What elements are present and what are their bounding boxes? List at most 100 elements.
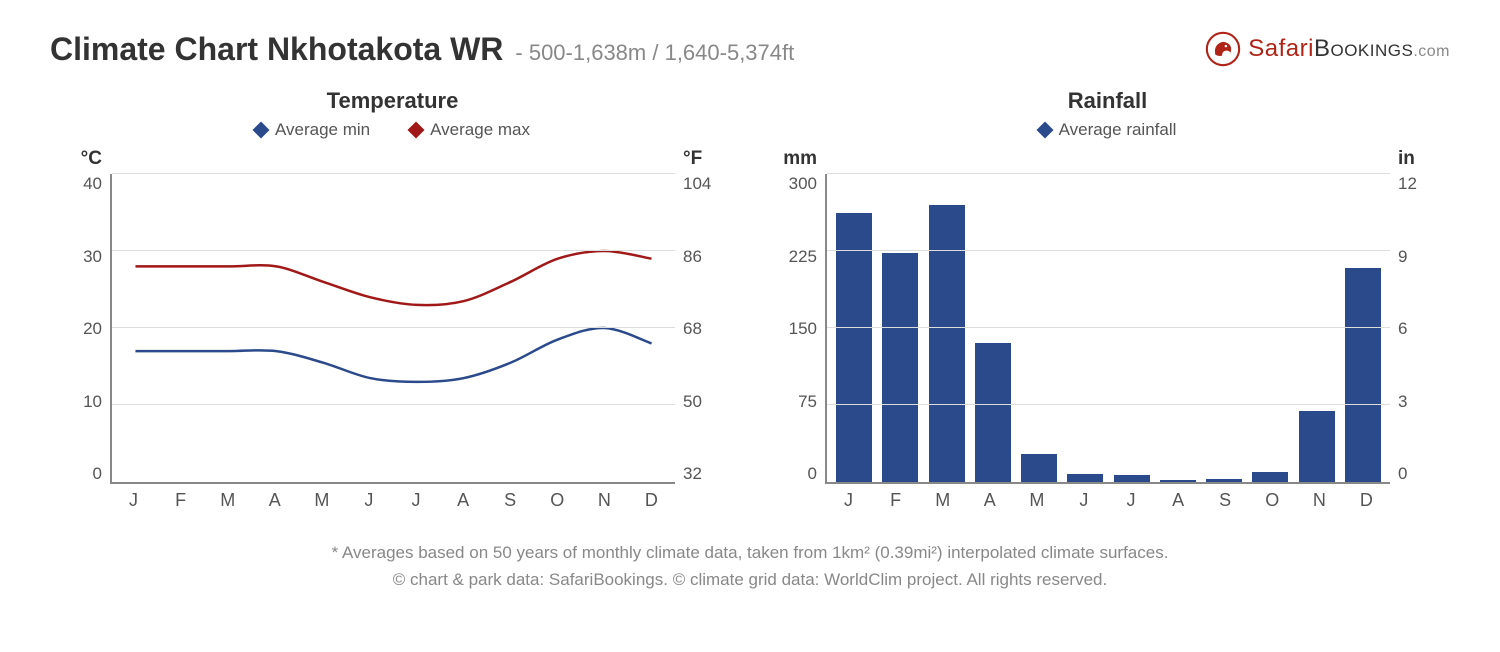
temperature-axis-row: 403020100 10486685032 bbox=[50, 174, 735, 484]
rainfall-bar bbox=[1067, 474, 1103, 482]
brand-text: SafariBookings.com bbox=[1248, 35, 1450, 63]
bar-slot bbox=[1062, 174, 1108, 482]
x-tick-label: M bbox=[204, 490, 251, 511]
x-tick-label: J bbox=[392, 490, 439, 511]
y-unit-row: mm in bbox=[765, 148, 1450, 170]
brand-part-1: Safari bbox=[1248, 35, 1314, 62]
x-tick-label: J bbox=[1060, 490, 1107, 511]
title-block: Climate Chart Nkhotakota WR - 500-1,638m… bbox=[50, 31, 794, 68]
x-tick-label: F bbox=[157, 490, 204, 511]
y-tick-label: 86 bbox=[683, 247, 735, 267]
bar-slot bbox=[831, 174, 877, 482]
y-unit-left: °C bbox=[50, 148, 110, 170]
rainfall-bar bbox=[1299, 411, 1335, 482]
x-tick-label: J bbox=[825, 490, 872, 511]
rainfall-bar bbox=[1345, 268, 1381, 482]
y-tick-label: 50 bbox=[683, 392, 735, 412]
rainfall-bar bbox=[975, 343, 1011, 482]
y-tick-label: 9 bbox=[1398, 247, 1450, 267]
gridline bbox=[827, 404, 1390, 405]
x-tick-label: N bbox=[1296, 490, 1343, 511]
y-tick-label: 104 bbox=[683, 174, 735, 194]
y-tick-label: 20 bbox=[50, 319, 102, 339]
y-axis-right-in: 129630 bbox=[1390, 174, 1450, 484]
rainfall-bar bbox=[1114, 475, 1150, 482]
bar-slot bbox=[1201, 174, 1247, 482]
rainfall-x-axis: JFMAMJJASOND bbox=[765, 490, 1450, 511]
bar-slot bbox=[970, 174, 1016, 482]
y-tick-label: 12 bbox=[1398, 174, 1450, 194]
brand-logo: SafariBookings.com bbox=[1204, 30, 1450, 68]
gridline bbox=[112, 250, 675, 251]
gridline bbox=[112, 404, 675, 405]
legend-label-min: Average min bbox=[275, 120, 370, 140]
bar-slot bbox=[1016, 174, 1062, 482]
y-unit-row: °C °F bbox=[50, 148, 735, 170]
x-tick-label: A bbox=[1155, 490, 1202, 511]
legend-marker-icon bbox=[253, 122, 270, 139]
y-unit-right: in bbox=[1390, 148, 1450, 170]
x-tick-label: J bbox=[110, 490, 157, 511]
temperature-plot-area bbox=[110, 174, 675, 484]
y-tick-label: 225 bbox=[765, 247, 817, 267]
line-average-min bbox=[135, 328, 651, 382]
x-tick-label: D bbox=[628, 490, 675, 511]
y-tick-label: 30 bbox=[50, 247, 102, 267]
bar-slot bbox=[924, 174, 970, 482]
gridline bbox=[112, 327, 675, 328]
bar-slot bbox=[1155, 174, 1201, 482]
legend-label-max: Average max bbox=[430, 120, 530, 140]
y-axis-left-mm: 300225150750 bbox=[765, 174, 825, 484]
y-axis-right-fahrenheit: 10486685032 bbox=[675, 174, 735, 484]
rainfall-bar bbox=[836, 213, 872, 482]
temperature-x-axis: JFMAMJJASOND bbox=[50, 490, 735, 511]
y-tick-label: 6 bbox=[1398, 319, 1450, 339]
x-tick-label: F bbox=[872, 490, 919, 511]
y-tick-label: 32 bbox=[683, 464, 735, 484]
x-tick-label: M bbox=[919, 490, 966, 511]
rainfall-bar bbox=[1206, 479, 1242, 482]
bar-slot bbox=[877, 174, 923, 482]
temperature-lines-svg bbox=[112, 174, 675, 482]
page-subtitle: - 500-1,638m / 1,640-5,374ft bbox=[515, 40, 794, 66]
y-axis-left-celsius: 403020100 bbox=[50, 174, 110, 484]
chart-title-temperature: Temperature bbox=[50, 88, 735, 114]
brand-domain: .com bbox=[1413, 43, 1450, 60]
x-tick-label: M bbox=[298, 490, 345, 511]
gridline bbox=[827, 173, 1390, 174]
x-tick-label: A bbox=[440, 490, 487, 511]
y-tick-label: 300 bbox=[765, 174, 817, 194]
rainfall-bar bbox=[929, 205, 965, 482]
legend-item-min: Average min bbox=[255, 120, 370, 140]
gridline bbox=[112, 173, 675, 174]
y-tick-label: 150 bbox=[765, 319, 817, 339]
y-tick-label: 75 bbox=[765, 392, 817, 412]
gridline bbox=[827, 250, 1390, 251]
rainfall-bar bbox=[1021, 454, 1057, 482]
x-tick-label: O bbox=[534, 490, 581, 511]
bar-slot bbox=[1294, 174, 1340, 482]
lion-icon bbox=[1204, 30, 1242, 68]
x-tick-label: A bbox=[251, 490, 298, 511]
y-tick-label: 0 bbox=[50, 464, 102, 484]
page-title: Climate Chart Nkhotakota WR bbox=[50, 31, 503, 68]
x-tick-label: S bbox=[487, 490, 534, 511]
y-tick-label: 3 bbox=[1398, 392, 1450, 412]
legend-label-rainfall: Average rainfall bbox=[1059, 120, 1177, 140]
bar-slot bbox=[1340, 174, 1386, 482]
x-tick-label: J bbox=[345, 490, 392, 511]
rainfall-chart: Rainfall Average rainfall mm in 30022515… bbox=[765, 88, 1450, 511]
brand-part-2: Bookings bbox=[1314, 35, 1413, 62]
x-tick-label: N bbox=[581, 490, 628, 511]
bar-slot bbox=[1109, 174, 1155, 482]
y-unit-left: mm bbox=[765, 148, 825, 170]
header: Climate Chart Nkhotakota WR - 500-1,638m… bbox=[0, 0, 1500, 78]
temperature-legend: Average min Average max bbox=[50, 120, 735, 140]
rainfall-bar bbox=[1160, 480, 1196, 482]
line-average-max bbox=[135, 251, 651, 305]
y-tick-label: 40 bbox=[50, 174, 102, 194]
rainfall-bar bbox=[1252, 472, 1288, 482]
rainfall-plot-area bbox=[825, 174, 1390, 484]
x-tick-label: J bbox=[1107, 490, 1154, 511]
rainfall-bars bbox=[827, 174, 1390, 482]
